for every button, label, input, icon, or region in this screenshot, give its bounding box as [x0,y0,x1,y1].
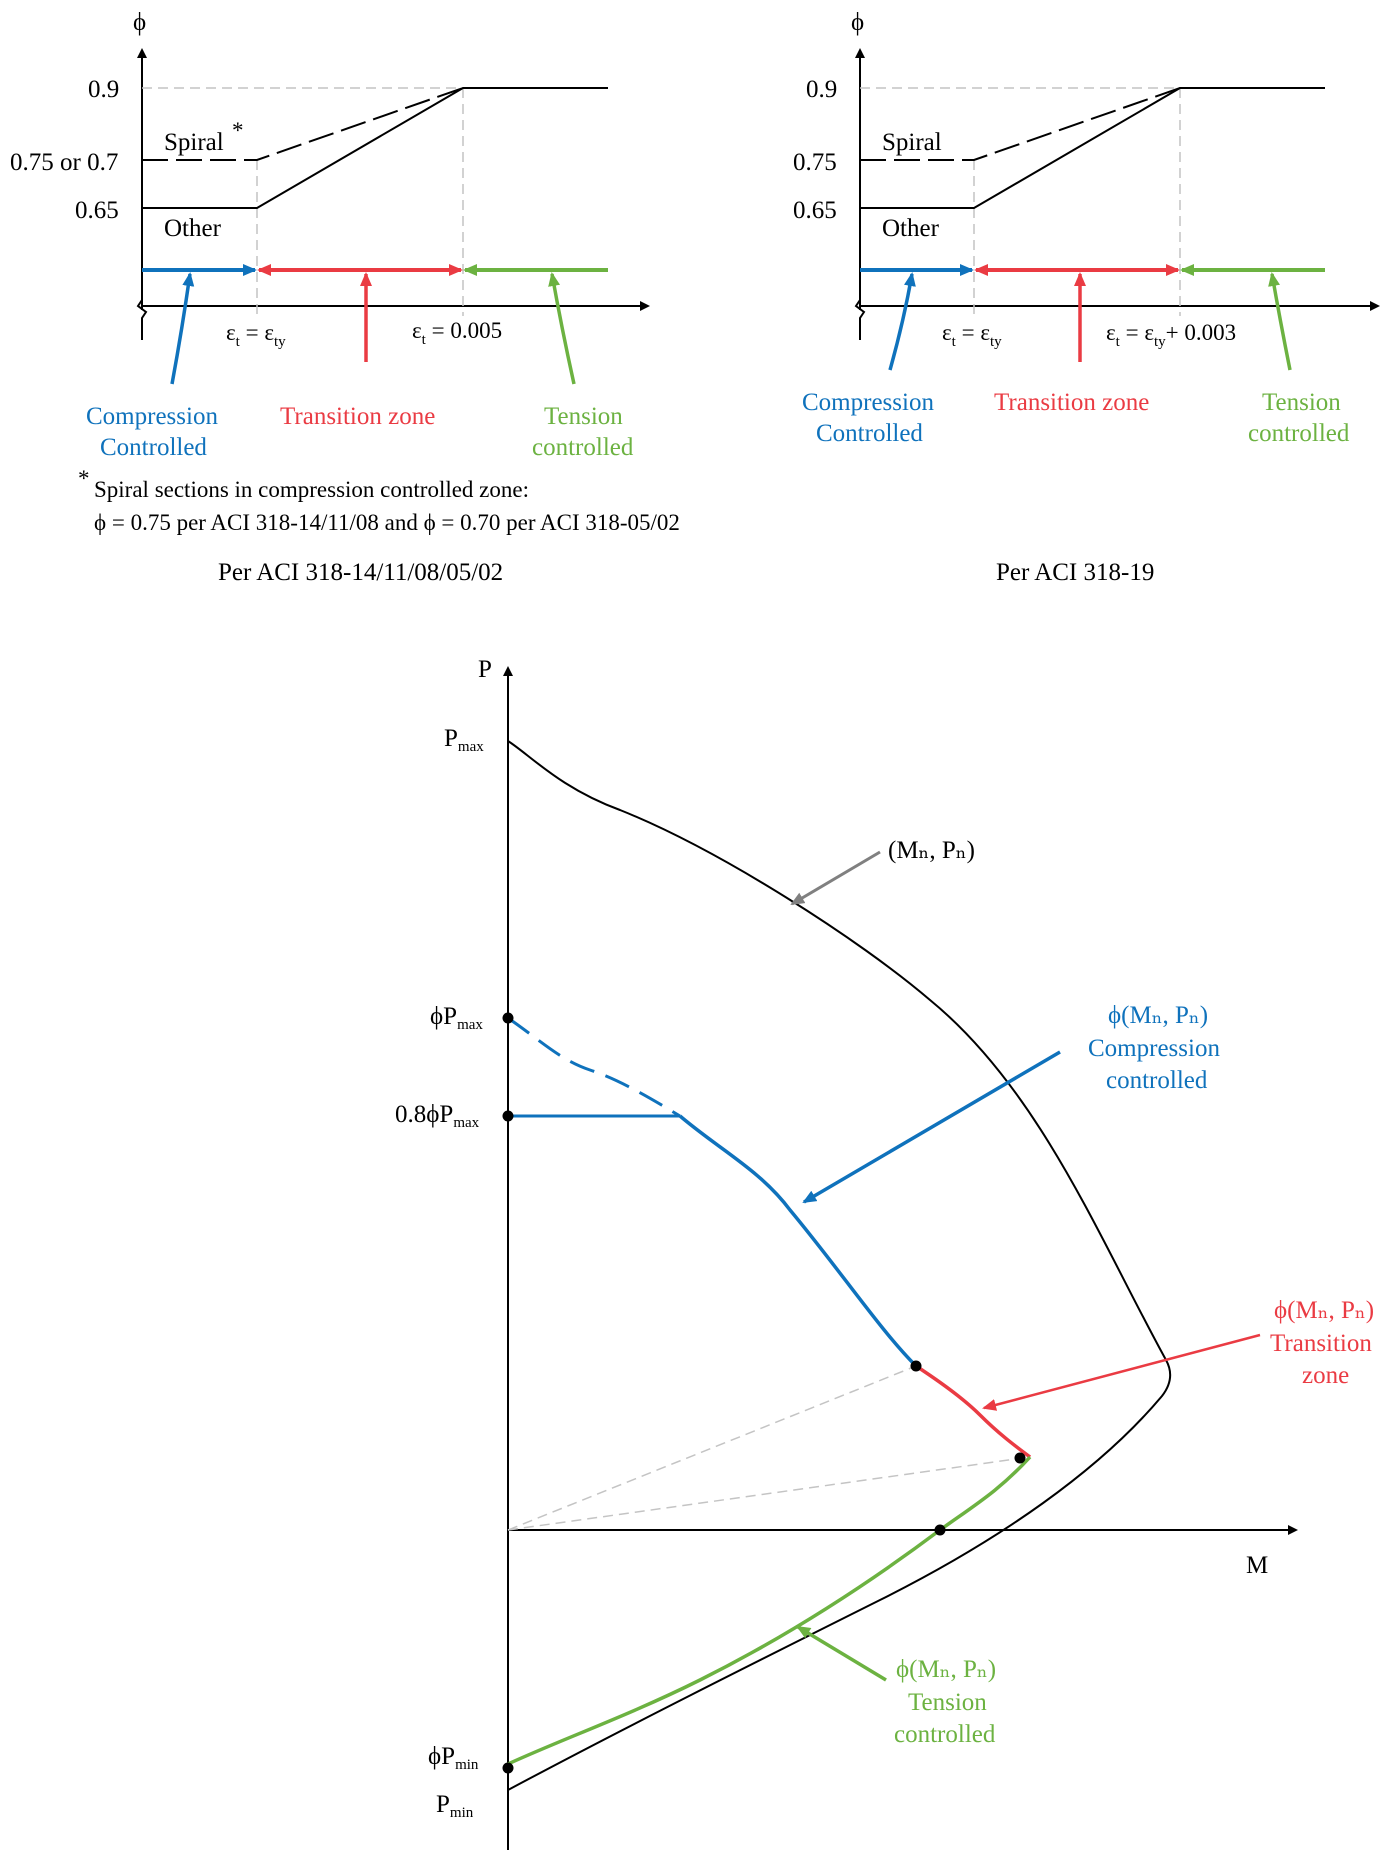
left-compression-pointer [170,272,195,385]
transition-label-2: Transition [1270,1330,1372,1357]
right-compression-pointer [888,272,916,371]
right-eps-ty-003-label: εt = εty+ 0.003 [1106,320,1236,350]
left-spiral-label: Spiral [164,129,224,156]
right-eps-ty-label: εt = εty [942,320,1002,350]
left-phi-chart: ϕ 0.9 0.75 or 0.7 0.65 Spiral * Other εt… [10,9,680,586]
point-phi-pmax [502,1012,514,1024]
right-spiral-line [860,87,1181,161]
compression-label-3: controlled [1106,1067,1208,1094]
point-phi-pmin [502,1762,514,1774]
left-other-label: Other [164,215,222,242]
left-spiral-line [142,87,464,161]
right-tick-0.65: 0.65 [793,197,837,224]
nominal-label: (Mₙ, Pₙ) [888,837,975,864]
right-tension-label-1: Tension [1262,389,1341,416]
right-caption: Per ACI 318-19 [996,559,1154,586]
factored-transition-curve [915,1364,1032,1459]
m-axis-label: M [1246,1552,1268,1579]
factored-tension-curve [507,1455,1032,1766]
left-tick-0.9: 0.9 [88,76,119,103]
pmin-label: Pmin [436,1791,474,1821]
left-spiral-star: * [232,118,244,143]
phipmin-label: ϕPmin [428,1743,479,1773]
left-eps-ty-label: εt = εty [226,320,286,350]
right-compression-label-2: Controlled [816,420,923,447]
p-axis-label: P [478,656,492,683]
radial-line-1 [507,1365,917,1531]
left-tension-pointer [548,272,576,385]
right-axis-phi-label: ϕ [851,9,864,36]
radial-line-2 [507,1456,1031,1531]
left-transition-label: Transition zone [280,403,435,430]
right-tick-0.75: 0.75 [793,149,837,176]
left-compression-label-2: Controlled [100,434,207,461]
left-footnote-line-2: ϕ = 0.75 per ACI 318-14/11/08 and ϕ = 0.… [94,510,680,535]
right-other-label: Other [882,215,940,242]
right-tick-0.9: 0.9 [806,76,837,103]
tension-pointer [796,1625,887,1682]
transition-label-3: zone [1302,1362,1349,1389]
left-compression-label-1: Compression [86,403,218,430]
left-footnote-line-1: Spiral sections in compression controlle… [94,477,529,502]
point-0.8-phi-pmax [502,1110,514,1122]
factored-compression-curve [678,1114,918,1368]
compression-label-1: ϕ(Mₙ, Pₙ) [1108,1002,1208,1029]
pmax-label: Pmax [444,725,484,755]
left-tick-0.65: 0.65 [75,197,119,224]
p08-label: 0.8ϕPmax [395,1101,480,1131]
right-other-line [860,87,1325,209]
left-axis-break [136,299,148,340]
tension-label-3: controlled [894,1721,996,1748]
left-eps-005-label: εt = 0.005 [412,318,502,348]
right-tension-label-2: controlled [1248,420,1350,447]
left-tick-0.75-or-0.7: 0.75 or 0.7 [10,149,118,176]
left-other-line [142,87,608,209]
nominal-curve [507,740,1172,1791]
interaction-diagram: P M Pmax ϕPmax 0.8ϕPmax ϕPmin Pmin (Mₙ, … [395,656,1374,1850]
factored-dashed-curve [507,1016,681,1118]
compression-pointer [802,1050,1061,1204]
point-tension-limit [1014,1452,1026,1464]
compression-label-2: Compression [1088,1035,1220,1062]
left-tension-label-2: controlled [532,434,634,461]
transition-pointer [982,1333,1261,1411]
left-caption: Per ACI 318-14/11/08/05/02 [218,559,503,586]
right-transition-label: Transition zone [994,389,1149,416]
tension-label-2: Tension [908,1689,987,1716]
nominal-pointer [790,850,881,906]
transition-label-1: ϕ(Mₙ, Pₙ) [1274,1297,1374,1324]
right-spiral-label: Spiral [882,129,942,156]
right-tension-pointer [1268,272,1292,371]
point-m-axis-crossing [934,1524,946,1536]
right-compression-label-1: Compression [802,389,934,416]
right-axis-break [854,299,866,340]
right-phi-chart: ϕ 0.9 0.75 0.65 Spiral Other εt = εty εt… [793,9,1380,586]
left-axis-phi-label: ϕ [133,9,146,36]
tension-label-1: ϕ(Mₙ, Pₙ) [896,1656,996,1683]
phipmax-label: ϕPmax [430,1003,483,1033]
left-tension-label-1: Tension [544,403,623,430]
point-compression-limit [910,1360,922,1372]
left-footnote-star: * [78,466,90,491]
